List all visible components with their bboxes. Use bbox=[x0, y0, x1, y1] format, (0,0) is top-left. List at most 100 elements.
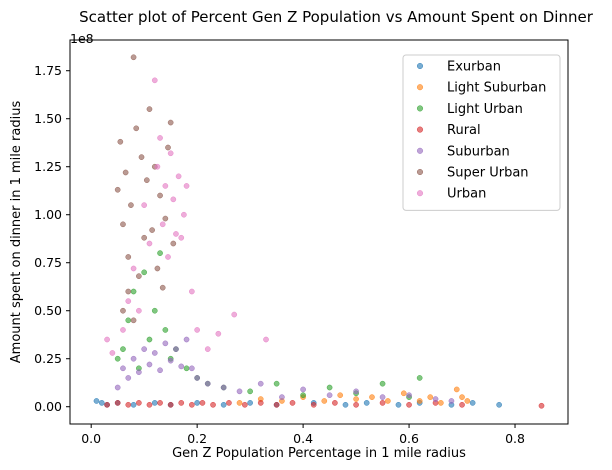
point-exurban-17 bbox=[469, 400, 476, 406]
point-super-urban-7 bbox=[133, 125, 140, 132]
point-urban-18 bbox=[183, 183, 190, 189]
point-urban-26 bbox=[109, 350, 116, 356]
point-rural-13 bbox=[257, 400, 264, 406]
point-light-suburban-15 bbox=[464, 398, 471, 404]
point-super-urban-17 bbox=[159, 284, 166, 291]
point-light-urban-9 bbox=[162, 327, 169, 333]
point-urban-2 bbox=[130, 265, 137, 272]
point-light-urban-21 bbox=[379, 380, 386, 387]
point-exurban-5 bbox=[151, 400, 158, 406]
point-suburban-25 bbox=[406, 392, 412, 399]
plot-frame bbox=[69, 39, 569, 425]
point-exurban-12 bbox=[342, 401, 349, 408]
point-suburban-0 bbox=[114, 384, 121, 391]
point-urban-12 bbox=[167, 150, 174, 157]
point-urban-24 bbox=[263, 336, 269, 343]
legend-label-exurban: Exurban bbox=[447, 60, 501, 75]
point-rural-12 bbox=[241, 401, 248, 408]
point-suburban-14 bbox=[189, 365, 195, 372]
x-tick-label-2: 0.4 bbox=[293, 431, 313, 446]
point-light-urban-19 bbox=[326, 384, 333, 391]
x-tick-label-4: 0.8 bbox=[505, 431, 525, 446]
point-light-suburban-12 bbox=[438, 400, 444, 406]
point-suburban-18 bbox=[236, 388, 243, 395]
x-axis-label: Gen Z Population Percentage in 1 mile ra… bbox=[172, 446, 466, 461]
point-suburban-4 bbox=[136, 369, 142, 376]
point-urban-11 bbox=[165, 254, 171, 260]
points-layer bbox=[93, 54, 545, 409]
point-urban-9 bbox=[159, 221, 166, 228]
point-super-urban-19 bbox=[165, 144, 171, 151]
point-suburban-5 bbox=[141, 346, 148, 352]
legend-label-light-urban: Light Urban bbox=[447, 102, 523, 117]
y-tick-label-1: 0.25 bbox=[34, 351, 62, 366]
point-super-urban-18 bbox=[162, 215, 169, 222]
y-tick-label-5: 1.25 bbox=[34, 159, 62, 174]
point-rural-15 bbox=[289, 400, 296, 406]
point-rural-2 bbox=[125, 401, 132, 408]
point-light-urban-2 bbox=[125, 317, 132, 324]
y-tick-label-2: 0.50 bbox=[34, 303, 62, 318]
point-rural-4 bbox=[146, 401, 153, 408]
point-super-urban-11 bbox=[143, 177, 150, 184]
point-urban-8 bbox=[157, 135, 163, 141]
point-rural-18 bbox=[353, 401, 359, 408]
point-rural-3 bbox=[136, 400, 142, 406]
point-urban-19 bbox=[189, 288, 195, 295]
point-rural-1 bbox=[114, 400, 121, 406]
point-light-urban-1 bbox=[120, 346, 126, 352]
point-rural-17 bbox=[332, 400, 338, 406]
point-suburban-21 bbox=[300, 386, 306, 393]
point-suburban-16 bbox=[204, 380, 211, 387]
point-exurban-13 bbox=[363, 400, 370, 406]
point-urban-16 bbox=[178, 234, 185, 241]
point-light-urban-6 bbox=[146, 336, 153, 343]
point-urban-7 bbox=[154, 163, 161, 170]
point-exurban-4 bbox=[130, 401, 137, 408]
x-tick-label-0: 0.0 bbox=[81, 431, 101, 446]
legend-marker-super-urban bbox=[416, 168, 424, 176]
point-light-suburban-10 bbox=[416, 398, 423, 404]
point-light-suburban-7 bbox=[369, 394, 375, 400]
point-rural-20 bbox=[406, 401, 412, 408]
point-urban-1 bbox=[125, 298, 132, 304]
point-light-suburban-11 bbox=[427, 394, 434, 400]
point-urban-5 bbox=[146, 240, 153, 247]
legend-marker-light-suburban bbox=[416, 84, 424, 91]
point-suburban-27 bbox=[448, 398, 455, 404]
point-rural-23 bbox=[538, 402, 545, 409]
point-super-urban-22 bbox=[120, 307, 126, 314]
point-light-urban-12 bbox=[183, 365, 190, 372]
point-super-urban-1 bbox=[117, 138, 124, 145]
point-suburban-17 bbox=[220, 384, 227, 391]
point-rural-7 bbox=[178, 400, 185, 406]
point-rural-22 bbox=[459, 401, 465, 408]
point-super-urban-3 bbox=[122, 169, 129, 176]
legend-label-suburban: Suburban bbox=[447, 144, 510, 159]
legend-label-super-urban: Super Urban bbox=[447, 166, 529, 181]
point-light-urban-0 bbox=[114, 355, 121, 362]
point-rural-0 bbox=[104, 401, 110, 408]
point-suburban-20 bbox=[279, 394, 285, 400]
legend-label-urban: Urban bbox=[447, 187, 486, 202]
point-suburban-10 bbox=[167, 357, 174, 364]
point-exurban-9 bbox=[247, 400, 253, 406]
point-urban-0 bbox=[120, 327, 126, 333]
point-exurban-1 bbox=[98, 400, 105, 406]
point-rural-14 bbox=[273, 401, 280, 408]
point-super-urban-12 bbox=[146, 106, 153, 112]
point-suburban-15 bbox=[194, 375, 200, 381]
chart-title: Scatter plot of Percent Gen Z Population… bbox=[79, 8, 594, 26]
y-tick-label-6: 1.50 bbox=[34, 111, 62, 126]
point-exurban-7 bbox=[194, 400, 200, 406]
point-light-urban-16 bbox=[247, 388, 253, 395]
legend-label-rural: Rural bbox=[447, 123, 481, 138]
y-axis-label: Amount spent on dinner in 1 mile radius bbox=[9, 101, 24, 364]
point-light-urban-5 bbox=[141, 269, 148, 276]
point-rural-16 bbox=[310, 401, 317, 408]
point-light-urban-8 bbox=[157, 250, 163, 256]
point-suburban-12 bbox=[178, 363, 185, 370]
point-super-urban-4 bbox=[125, 254, 132, 260]
y-axis: 0.00 0.25 0.50 0.75 1.00 1.25 1.50 1.75 bbox=[34, 63, 70, 414]
